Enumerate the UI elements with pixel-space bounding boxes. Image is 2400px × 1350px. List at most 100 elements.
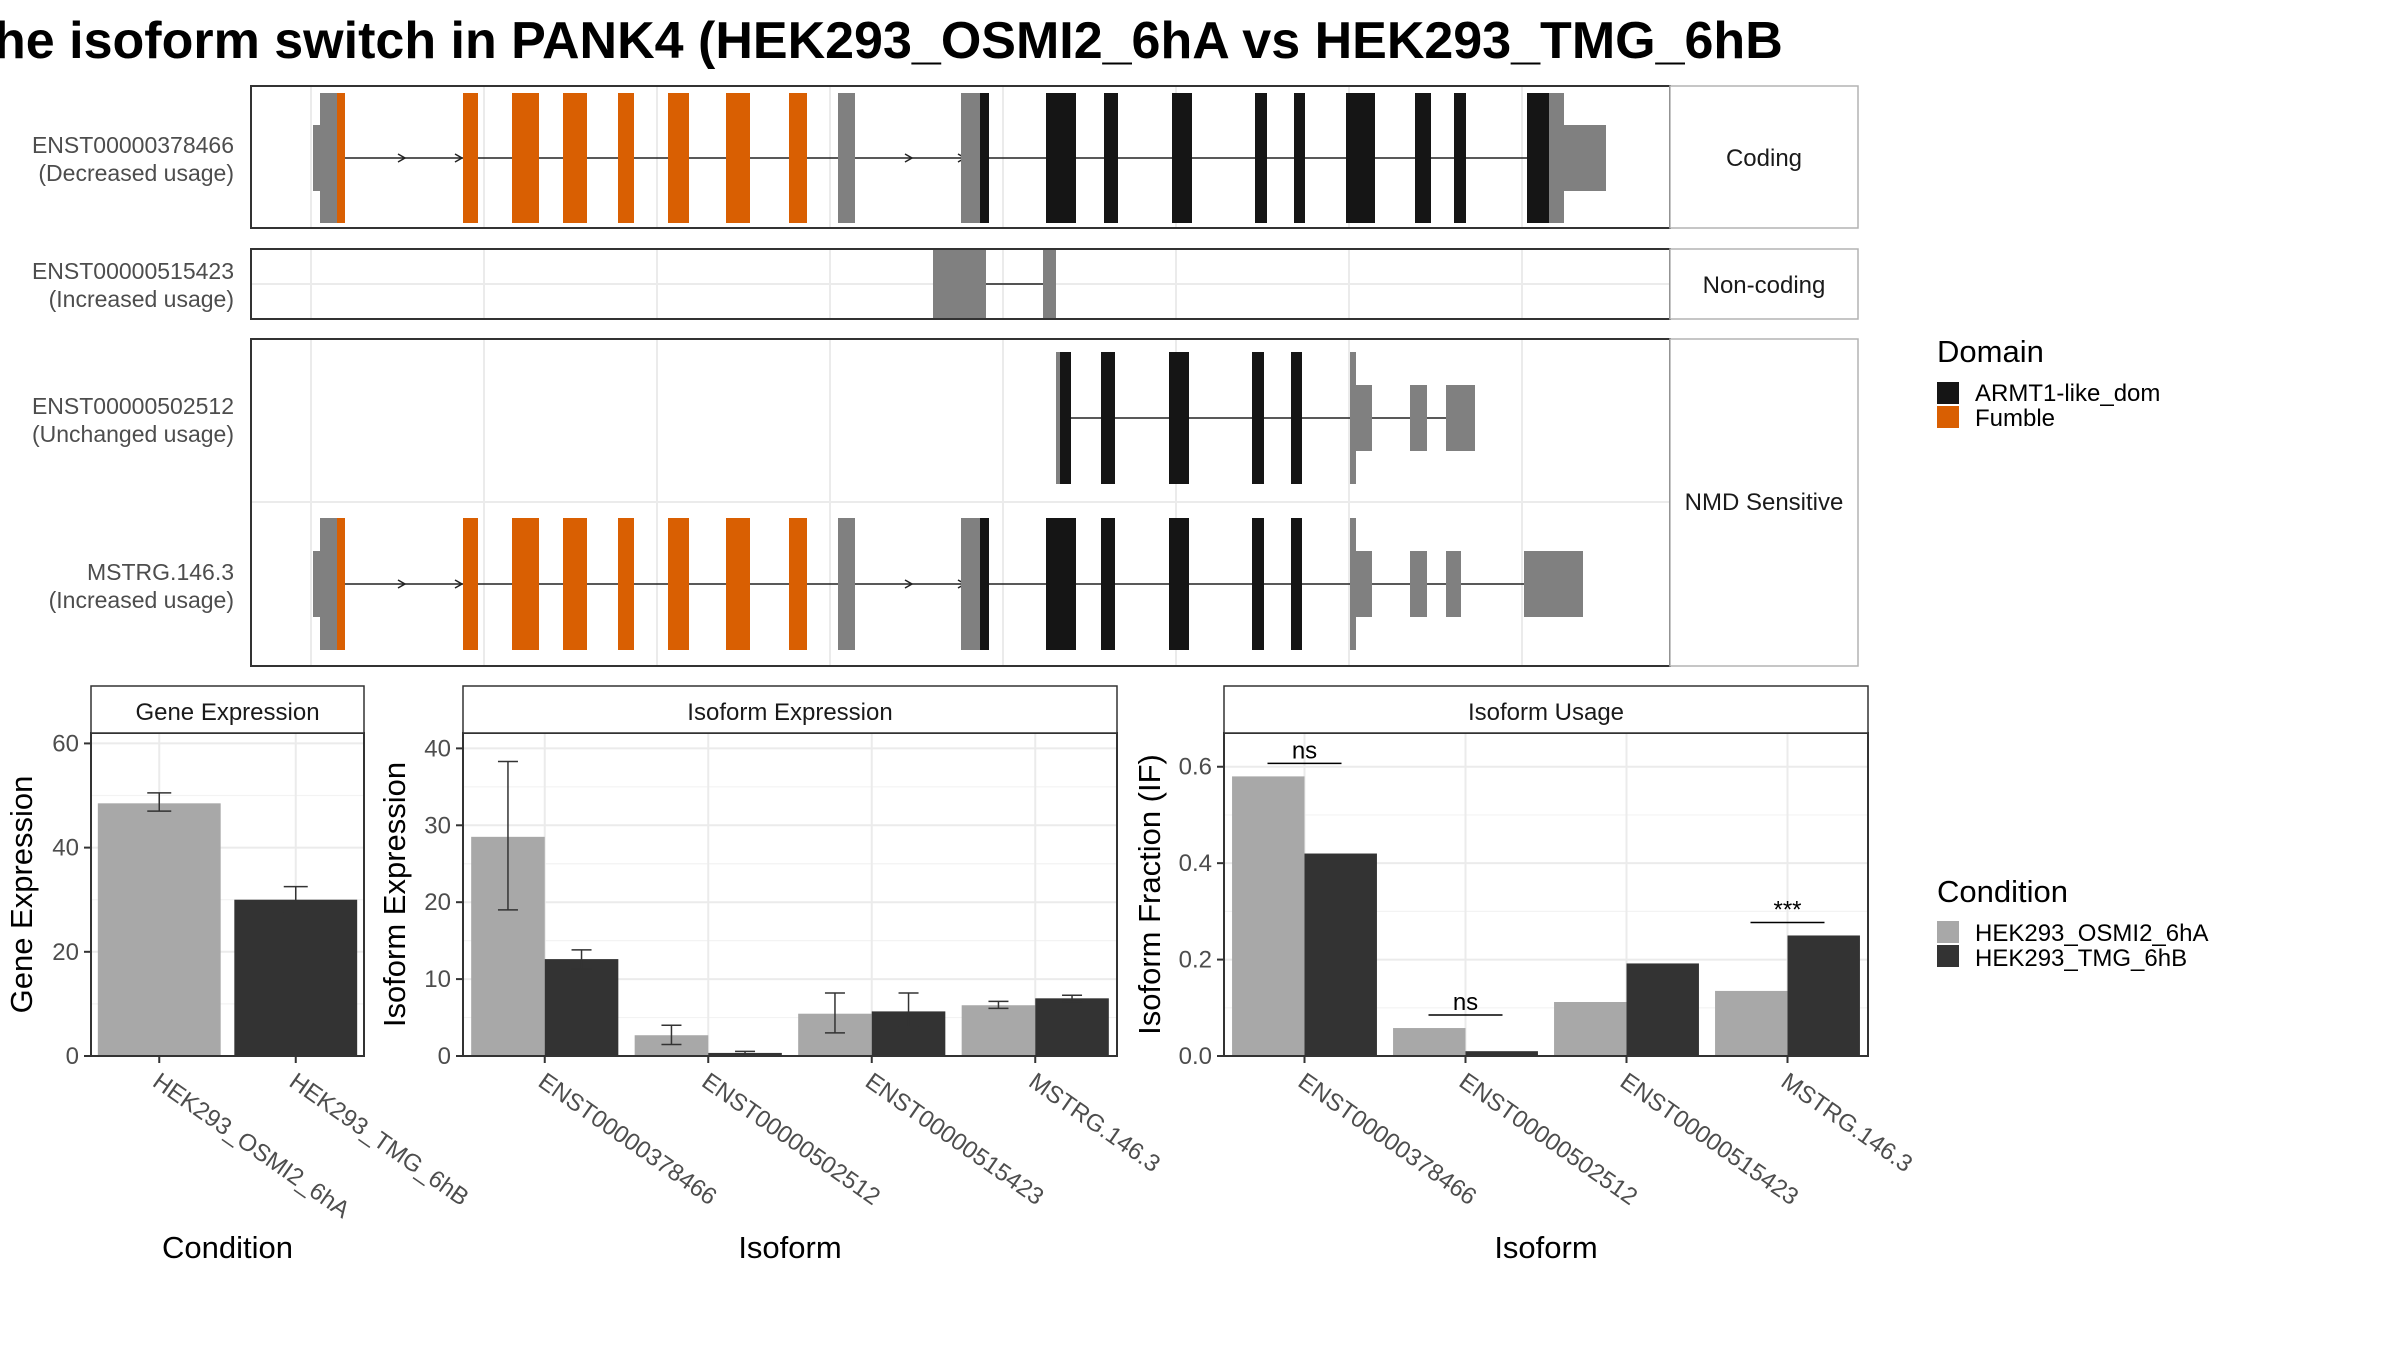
- x-axis-title: Isoform: [738, 1230, 841, 1265]
- legend-key-armt1: [1937, 382, 1959, 404]
- bar: [1626, 963, 1699, 1056]
- x-tick-label: ENST00000378466: [533, 1068, 721, 1211]
- facet-strip-nmd-sensitive: NMD Sensitive: [1669, 338, 1859, 667]
- transcript-id-label: MSTRG.146.3: [87, 559, 234, 585]
- condition-legend: Condition HEK293_OSMI2_6hA HEK293_TMG_6h…: [1937, 874, 2208, 972]
- y-tick-label: 0.4: [1179, 850, 1212, 877]
- transcript-track-ENST00000515423: [933, 249, 1056, 319]
- x-tick-label: MSTRG.146.3: [1024, 1068, 1165, 1178]
- significance-label: ns: [1292, 737, 1317, 764]
- legend-key-condition-a: [1937, 921, 1959, 943]
- facet-strip: [90, 685, 365, 734]
- y-tick-label: 40: [52, 835, 79, 862]
- bar-charts: Gene Expression0204060HEK293_OSMI2_6hAHE…: [4, 685, 1917, 1265]
- y-axis-title: Isoform Fraction (IF): [1132, 754, 1167, 1035]
- exon-utr: [933, 249, 986, 319]
- exon-domain-armt1: [980, 93, 1549, 223]
- legend-key-condition-b: [1937, 945, 1959, 967]
- bar: [1232, 776, 1305, 1056]
- exon-utr: [1056, 352, 1475, 484]
- bar: [1393, 1028, 1466, 1056]
- significance-label: ***: [1773, 896, 1801, 923]
- significance-label: ns: [1453, 989, 1478, 1016]
- exon-domain-armt1: [1060, 352, 1302, 484]
- facet-strip: [462, 685, 1118, 734]
- y-tick-label: 0.2: [1179, 947, 1212, 974]
- x-axis-title: Condition: [162, 1230, 293, 1265]
- bar: [961, 1005, 1036, 1056]
- strand-arrow: [454, 153, 464, 163]
- bar: [1554, 1002, 1627, 1056]
- bar: [1787, 935, 1860, 1056]
- exon-utr: [313, 518, 1583, 650]
- legend-title: Condition: [1937, 874, 2068, 909]
- x-tick-label: ENST00000515423: [1615, 1068, 1803, 1211]
- strand-arrow: [397, 153, 407, 163]
- transcript-id-label: ENST00000502512: [32, 393, 234, 419]
- legend-item-label: HEK293_OSMI2_6hA: [1975, 920, 2208, 947]
- y-axis-title: Isoform Expression: [377, 762, 412, 1027]
- transcript-id-label: ENST00000515423: [32, 258, 234, 284]
- y-tick-label: 0.0: [1179, 1043, 1212, 1070]
- x-tick-label: ENST00000515423: [860, 1068, 1048, 1211]
- bar: [234, 899, 358, 1056]
- bar: [634, 1035, 709, 1056]
- chart-title: Isoform Expression: [687, 699, 892, 726]
- exon-domain-armt1: [980, 518, 1302, 650]
- x-axis-title: Isoform: [1494, 1230, 1597, 1265]
- y-tick-label: 20: [52, 939, 79, 966]
- bar: [1715, 990, 1788, 1056]
- exon-domain-fumble: [337, 93, 807, 223]
- exon-utr: [1043, 249, 1056, 319]
- chart-title: Gene Expression: [135, 699, 319, 726]
- legend-item-label: Fumble: [1975, 405, 2055, 432]
- bar: [97, 803, 221, 1056]
- bar: [1035, 998, 1109, 1056]
- x-tick-label: ENST00000378466: [1293, 1068, 1481, 1211]
- facet-label: Non-coding: [1703, 272, 1826, 299]
- figure-title: he isoform switch in PANK4 (HEK293_OSMI2…: [0, 12, 1783, 70]
- legend-title: Domain: [1937, 334, 2044, 369]
- y-axis-title: Gene Expression: [4, 776, 39, 1014]
- chart-title: Isoform Usage: [1468, 699, 1624, 726]
- bar: [1304, 853, 1377, 1056]
- exon-domain-fumble: [337, 518, 807, 650]
- strand-arrow: [904, 153, 914, 163]
- exon-utr: [313, 93, 1606, 223]
- bar: [544, 959, 619, 1056]
- transcript-id-label: ENST00000378466: [32, 132, 234, 158]
- legend-item-label: HEK293_TMG_6hB: [1975, 945, 2187, 972]
- legend-key-fumble: [1937, 406, 1959, 428]
- transcript-structure-panel: Coding Non-coding NMD Sensitive ENST0000…: [32, 85, 1859, 667]
- y-tick-label: 30: [424, 812, 451, 839]
- domain-legend: Domain ARMT1-like_dom Fumble: [1937, 334, 2160, 432]
- bar-chart-isoform-usage: ns ns *** Isoform Usage 0.0 0.2 0.4 0.6 ENST0000…: [1132, 685, 1917, 1265]
- x-tick-label: MSTRG.146.3: [1776, 1068, 1917, 1178]
- x-tick-label: ENST00000502512: [697, 1068, 885, 1211]
- facet-label: Coding: [1726, 145, 1802, 172]
- strand-arrow: [397, 579, 407, 589]
- transcript-status-label: (Decreased usage): [38, 160, 234, 186]
- y-tick-label: 0: [438, 1043, 451, 1070]
- strand-arrow: [454, 579, 464, 589]
- facet-label: NMD Sensitive: [1685, 489, 1844, 516]
- facet-strip: [1223, 685, 1869, 734]
- facet-strip-non-coding: Non-coding: [1669, 248, 1859, 320]
- transcript-track-MSTRG.146.3: [313, 518, 1583, 650]
- transcript-track-ENST00000378466: [313, 93, 1606, 223]
- transcript-status-label: (Increased usage): [49, 587, 234, 613]
- legend-item-label: ARMT1-like_dom: [1975, 380, 2160, 407]
- x-tick-label: ENST00000502512: [1454, 1068, 1642, 1211]
- facet-strip-coding: Coding: [1669, 85, 1859, 229]
- transcript-track-ENST00000502512: [1056, 352, 1475, 484]
- y-tick-label: 10: [424, 966, 451, 993]
- transcript-status-label: (Unchanged usage): [32, 421, 234, 447]
- y-tick-label: 0: [66, 1043, 79, 1070]
- y-tick-label: 0.6: [1179, 754, 1212, 781]
- y-tick-label: 60: [52, 730, 79, 757]
- transcript-status-label: (Increased usage): [49, 286, 234, 312]
- bar-chart-isoform-expression: Isoform Expression 0 10 20 30 40 ENST000003784…: [377, 685, 1165, 1265]
- bar: [1465, 1051, 1538, 1056]
- y-tick-label: 40: [424, 735, 451, 762]
